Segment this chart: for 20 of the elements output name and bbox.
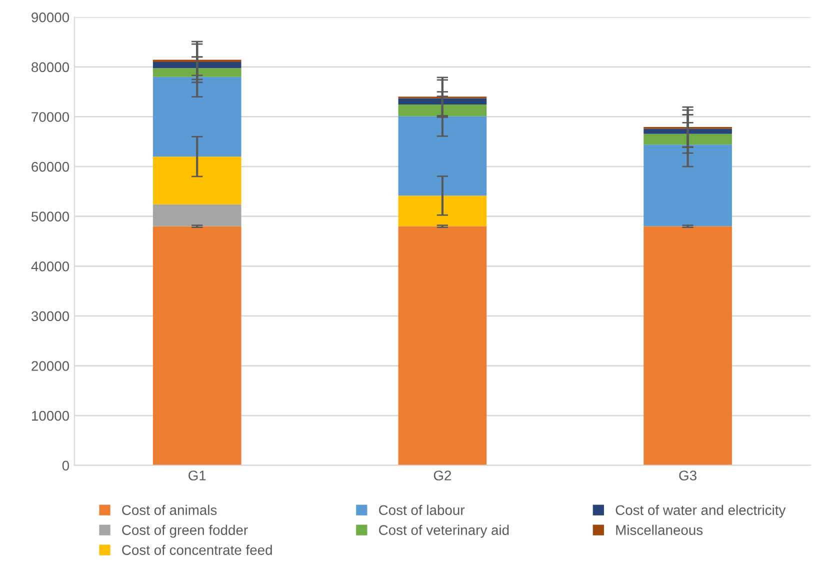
legend-label: Cost of green fodder bbox=[122, 524, 248, 538]
y-tick-label: 30000 bbox=[31, 311, 70, 322]
y-tick-label: 20000 bbox=[32, 361, 70, 371]
x-tick-label: G1 bbox=[188, 470, 206, 480]
x-tick-label: G3 bbox=[679, 470, 696, 480]
y-tick-label: 80000 bbox=[32, 62, 70, 72]
y-tick-label: 0 bbox=[62, 460, 70, 471]
legend-label: Miscellaneous bbox=[616, 524, 703, 535]
y-tick-label: 60000 bbox=[32, 162, 70, 172]
x-tick-label: G2 bbox=[434, 470, 452, 480]
legend-label: Cost of labour bbox=[379, 504, 465, 516]
legend-label: Cost of water and electricity bbox=[616, 504, 786, 518]
legend-label: Cost of animals bbox=[122, 504, 217, 516]
legend-label: Cost of veterinary aid bbox=[379, 524, 509, 538]
y-tick-label: 50000 bbox=[32, 212, 70, 222]
y-tick-label: 90000 bbox=[32, 12, 70, 22]
y-tick-label: 10000 bbox=[32, 410, 70, 421]
legend-label: Cost of concentrate feed bbox=[122, 544, 272, 555]
y-tick-label: 70000 bbox=[32, 112, 70, 122]
y-tick-label: 40000 bbox=[31, 261, 70, 272]
